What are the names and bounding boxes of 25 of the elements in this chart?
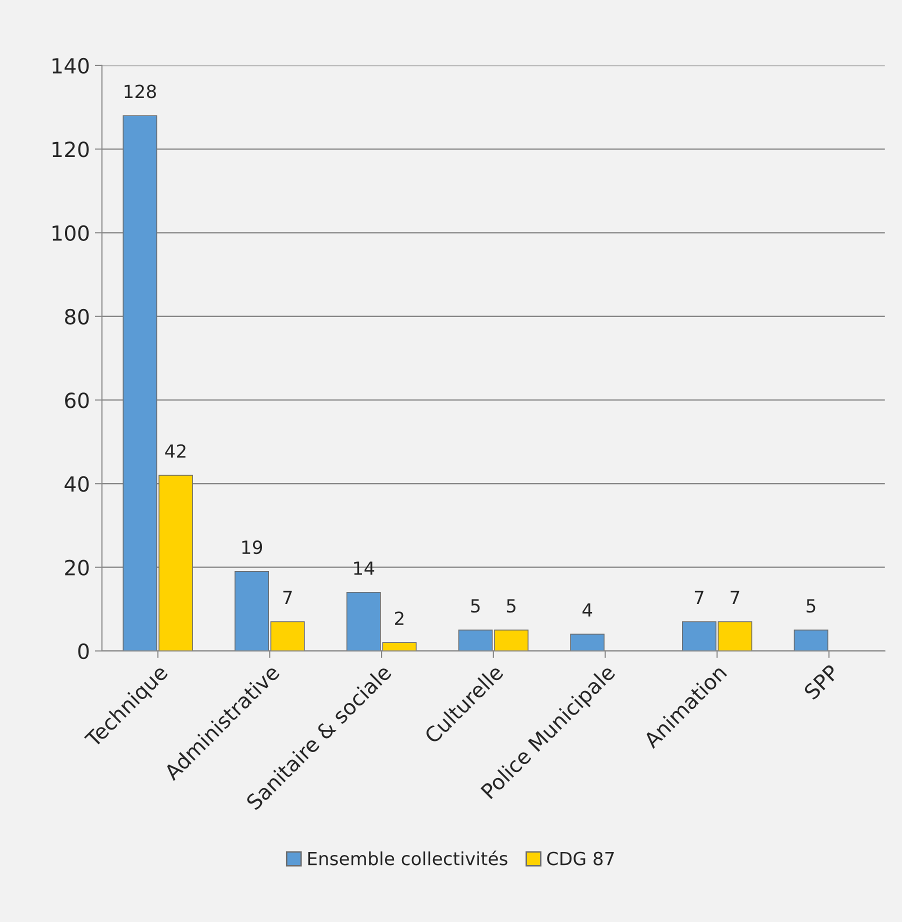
- data-label: 7: [730, 590, 740, 604]
- bar: [794, 630, 828, 651]
- data-label: 42: [165, 444, 186, 458]
- y-tick-label: 120: [52, 142, 89, 158]
- y-tick-label: 20: [65, 560, 89, 576]
- data-label: 5: [806, 599, 816, 613]
- data-label: 7: [283, 590, 292, 604]
- y-tick-label: 60: [65, 392, 89, 408]
- data-label: 19: [242, 540, 262, 554]
- bar: [570, 634, 605, 651]
- y-tick-label: 80: [65, 308, 89, 325]
- data-label: 14: [354, 562, 374, 575]
- y-tick-label: 0: [78, 643, 89, 660]
- y-tick-label: 40: [64, 476, 89, 492]
- y-tick-label: 100: [52, 225, 89, 241]
- data-label: 7: [694, 590, 704, 604]
- data-label: 2: [395, 612, 404, 625]
- legend-label: CDG 87: [547, 852, 614, 866]
- data-label: 5: [471, 599, 480, 613]
- x-tick-label: SPP: [803, 664, 840, 700]
- legend-label: Ensemble collectivités: [308, 850, 508, 866]
- data-label: 5: [506, 599, 516, 613]
- y-tick-label: 140: [52, 58, 89, 74]
- data-label: 4: [582, 603, 592, 617]
- data-label: 128: [124, 84, 156, 98]
